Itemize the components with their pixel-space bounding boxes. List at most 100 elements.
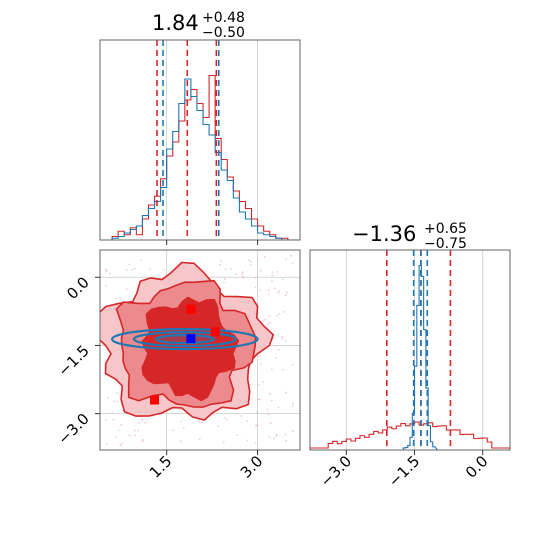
joint-sample-point bbox=[277, 406, 280, 409]
joint-sample-point bbox=[222, 441, 225, 444]
joint-sample-point bbox=[256, 258, 259, 261]
joint-sample-point bbox=[141, 419, 144, 421]
joint-contours bbox=[100, 261, 275, 421]
top-hist-series-0 bbox=[111, 74, 300, 240]
joint-sample-point bbox=[249, 260, 252, 263]
joint-sample-point bbox=[113, 400, 115, 403]
joint-sample-point bbox=[198, 438, 201, 441]
joint-sample-point bbox=[263, 255, 266, 258]
joint-sample-point bbox=[222, 281, 225, 284]
joint-sample-point bbox=[275, 357, 278, 359]
right-histograms bbox=[310, 265, 510, 450]
joint-sample-point bbox=[109, 272, 111, 275]
joint-sample-point bbox=[229, 268, 232, 270]
joint-sample-point bbox=[283, 310, 285, 313]
joint-sample-point bbox=[172, 429, 175, 432]
joint-sample-point bbox=[235, 273, 238, 275]
right-frame bbox=[309, 249, 511, 451]
joint-sample-point bbox=[270, 422, 272, 425]
joint-marker bbox=[150, 395, 160, 405]
joint-sample-point bbox=[131, 268, 133, 271]
joint-sample-point bbox=[291, 405, 294, 408]
joint-sample-point bbox=[242, 276, 244, 279]
joint-sample-point bbox=[105, 270, 108, 273]
joint-sample-point bbox=[248, 259, 250, 262]
joint-panel: 1.5 3.0 0.0 −1.5 −3.0 bbox=[54, 249, 301, 482]
joint-sample-point bbox=[119, 297, 122, 299]
joint-sample-point bbox=[241, 273, 243, 275]
right-title-plus: +0.65 bbox=[424, 221, 467, 237]
top-title-minus: −0.50 bbox=[202, 25, 245, 41]
joint-sample-point bbox=[256, 424, 259, 427]
joint-x-tick-label: 3.0 bbox=[237, 452, 267, 482]
joint-sample-point bbox=[284, 433, 287, 436]
joint-sample-point bbox=[281, 278, 284, 281]
top-quantile-lines bbox=[156, 40, 220, 240]
right-x-tick-label: −3.0 bbox=[317, 452, 355, 490]
joint-sample-point bbox=[290, 254, 293, 257]
joint-sample-point bbox=[249, 383, 252, 386]
joint-sample-point bbox=[267, 293, 270, 296]
right-grid bbox=[345, 250, 484, 450]
joint-sample-point bbox=[182, 427, 185, 429]
joint-markers bbox=[150, 304, 220, 405]
top-title-median: 1.84 bbox=[152, 11, 199, 35]
top-marginal-panel: 1.84 +0.48 −0.50 bbox=[99, 10, 301, 241]
joint-sample-point bbox=[105, 268, 107, 271]
joint-sample-point bbox=[120, 423, 123, 426]
joint-marker bbox=[210, 327, 220, 337]
joint-y-tick-label: −1.5 bbox=[54, 342, 92, 380]
joint-sample-point bbox=[277, 291, 279, 294]
right-x-tick-label: 0.0 bbox=[462, 452, 492, 482]
top-frame bbox=[99, 39, 301, 241]
top-title-plus: +0.48 bbox=[202, 10, 245, 26]
joint-sample-point bbox=[259, 289, 261, 292]
joint-sample-point bbox=[140, 259, 143, 262]
joint-sample-point bbox=[250, 263, 252, 266]
joint-marker bbox=[186, 304, 196, 314]
joint-sample-point bbox=[259, 363, 262, 366]
joint-sample-point bbox=[269, 321, 272, 324]
joint-sample-point bbox=[285, 439, 288, 442]
joint-sample-point bbox=[134, 429, 136, 432]
joint-sample-point bbox=[281, 368, 284, 371]
joint-sample-point bbox=[217, 425, 220, 428]
joint-x-tick-label: 1.5 bbox=[146, 452, 176, 482]
joint-sample-point bbox=[119, 444, 122, 447]
joint-sample-point bbox=[200, 421, 203, 424]
joint-sample-point bbox=[267, 289, 270, 292]
joint-y-ticks: 0.0 −1.5 −3.0 bbox=[54, 273, 100, 448]
top-grid bbox=[166, 40, 258, 240]
joint-sample-point bbox=[107, 397, 109, 399]
joint-sample-point bbox=[116, 400, 119, 403]
joint-sample-point bbox=[117, 429, 120, 432]
joint-sample-point bbox=[133, 267, 136, 270]
joint-sample-point bbox=[259, 269, 262, 272]
joint-sample-point bbox=[284, 339, 287, 342]
joint-sample-point bbox=[218, 264, 221, 266]
joint-sample-point bbox=[128, 434, 131, 437]
joint-sample-point bbox=[128, 263, 131, 266]
joint-sample-point bbox=[105, 284, 108, 287]
joint-blue-contour-0 bbox=[111, 327, 259, 351]
joint-sample-point bbox=[266, 408, 269, 411]
right-x-ticks: −3.0 −1.5 0.0 bbox=[317, 450, 492, 491]
joint-sample-point bbox=[262, 381, 265, 383]
joint-sample-point bbox=[271, 274, 274, 277]
joint-sample-point bbox=[224, 268, 227, 271]
joint-sample-point bbox=[149, 268, 151, 270]
joint-sample-point bbox=[114, 297, 117, 300]
joint-sample-point bbox=[258, 355, 261, 358]
joint-sample-point bbox=[121, 442, 123, 445]
joint-sample-point bbox=[291, 363, 294, 366]
joint-sample-point bbox=[278, 290, 281, 293]
joint-sample-point bbox=[125, 269, 128, 271]
joint-sample-point bbox=[115, 436, 118, 438]
joint-sample-point bbox=[179, 440, 182, 443]
right-marginal-panel: −3.0 −1.5 0.0 −1.36 +0.65 −0.75 bbox=[309, 221, 511, 491]
joint-sample-point bbox=[246, 420, 249, 422]
joint-x-ticks: 1.5 3.0 bbox=[146, 450, 267, 482]
joint-marker bbox=[186, 334, 196, 344]
joint-sample-point bbox=[141, 440, 144, 442]
joint-sample-point bbox=[272, 437, 275, 440]
